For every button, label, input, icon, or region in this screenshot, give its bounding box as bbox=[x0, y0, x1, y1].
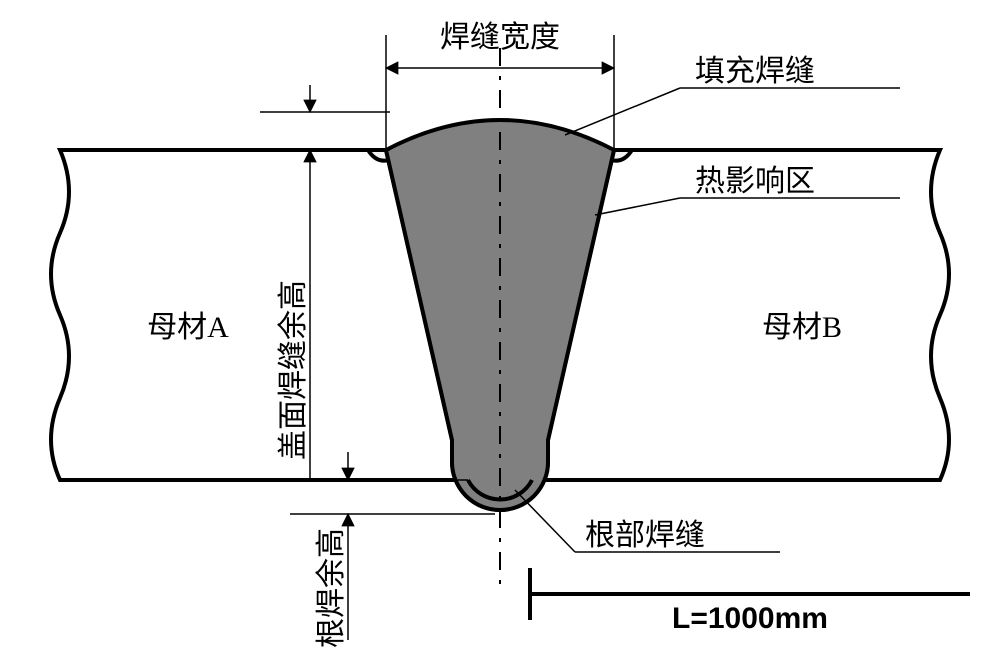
leader-fill-weld: 填充焊缝 bbox=[565, 55, 900, 135]
label-fill-weld: 填充焊缝 bbox=[695, 55, 815, 88]
label-root-weld: 根部焊缝 bbox=[585, 519, 705, 552]
label-dim: L=1000mm bbox=[672, 602, 828, 635]
label-haz: 热影响区 bbox=[695, 165, 815, 198]
label-cap-reinforcement: 盖面焊缝余高 bbox=[277, 280, 310, 460]
label-base-a: 母材A bbox=[147, 311, 229, 344]
label-root-reinforcement: 根焊余高 bbox=[315, 528, 348, 648]
label-base-b: 母材B bbox=[762, 311, 842, 344]
label-weld-width: 焊缝宽度 bbox=[440, 21, 560, 54]
leader-root-weld: 根部焊缝 bbox=[515, 490, 780, 552]
weld-cross-section-diagram: 焊缝宽度 填充焊缝 热影响区 母材A 母材B 盖面焊缝余高 根焊余高 根部焊缝 bbox=[0, 0, 1000, 658]
dim-length: L=1000mm bbox=[530, 568, 970, 635]
